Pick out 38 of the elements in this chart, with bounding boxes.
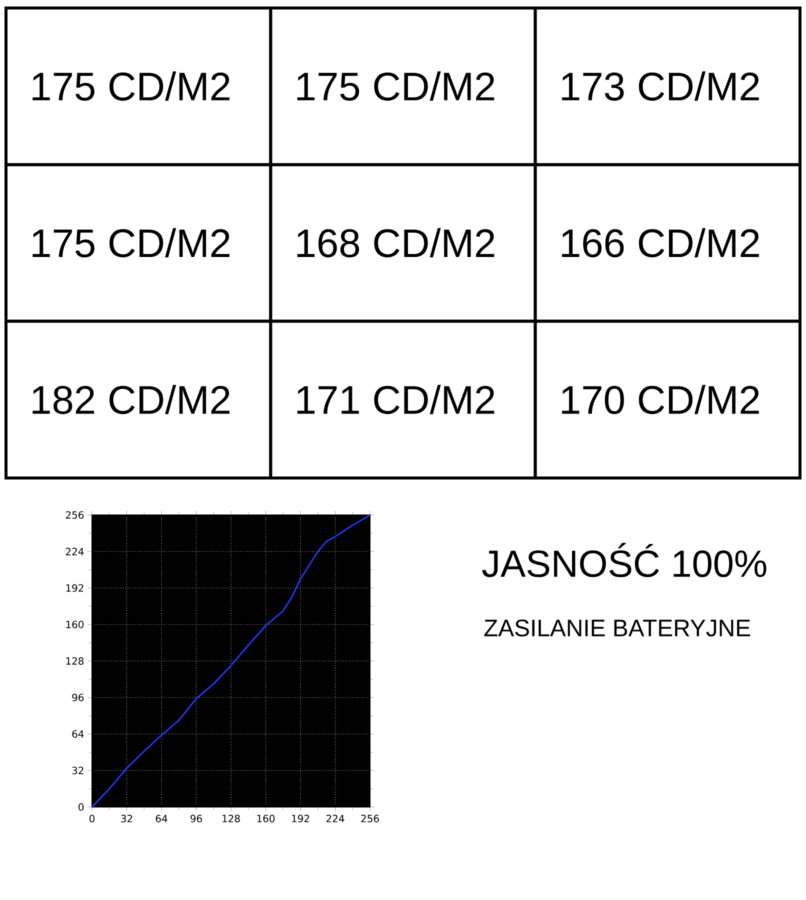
x-tick-label: 160 xyxy=(257,814,275,822)
x-tick-label: 128 xyxy=(222,814,240,822)
y-tick-label: 256 xyxy=(66,511,84,519)
text: CD/M2 xyxy=(638,384,759,414)
x-tick-label: 192 xyxy=(292,814,310,822)
data-label: 171 xyxy=(297,386,359,414)
x-tick-label: 32 xyxy=(121,814,132,822)
text: CD/M2 xyxy=(110,384,230,414)
y-tick-label: 96 xyxy=(72,694,84,702)
text: CD/M2 xyxy=(638,228,759,258)
data-label: 166 xyxy=(562,229,624,258)
data-label: 175 xyxy=(32,230,94,258)
text: ZASILANIE BATERYJNE xyxy=(484,620,750,636)
text: CD/M2 xyxy=(374,384,494,414)
y-tick-label: 128 xyxy=(66,657,84,665)
y-tick-label: 192 xyxy=(66,584,84,592)
x-tick-label: 0 xyxy=(89,814,95,822)
x-tick-label: 64 xyxy=(156,814,168,822)
x-tick-label: 224 xyxy=(326,814,344,822)
data-label: 173 xyxy=(562,72,624,101)
text: CD/M2 xyxy=(374,71,494,101)
data-label: 168 xyxy=(297,229,360,258)
y-tick-label: 160 xyxy=(66,620,84,628)
text: CD/M2 xyxy=(110,228,230,258)
text: CD/M2 xyxy=(374,228,494,258)
y-tick-label: 0 xyxy=(78,803,84,811)
text: JASNOŚĆ 100% xyxy=(482,542,766,578)
x-tick-label: 96 xyxy=(190,814,202,822)
y-tick-label: 64 xyxy=(72,730,84,738)
x-tick-label: 256 xyxy=(361,814,379,822)
data-label: 175 xyxy=(32,72,94,101)
color-bar-title: CD/M2 xyxy=(110,71,230,101)
y-tick-label: 32 xyxy=(72,766,84,774)
data-label: 182 xyxy=(32,386,94,414)
y-tick-label: 224 xyxy=(66,548,84,556)
data-label: 170 xyxy=(562,386,624,414)
text: CD/M2 xyxy=(638,71,759,101)
data-label: 175 xyxy=(297,72,360,101)
